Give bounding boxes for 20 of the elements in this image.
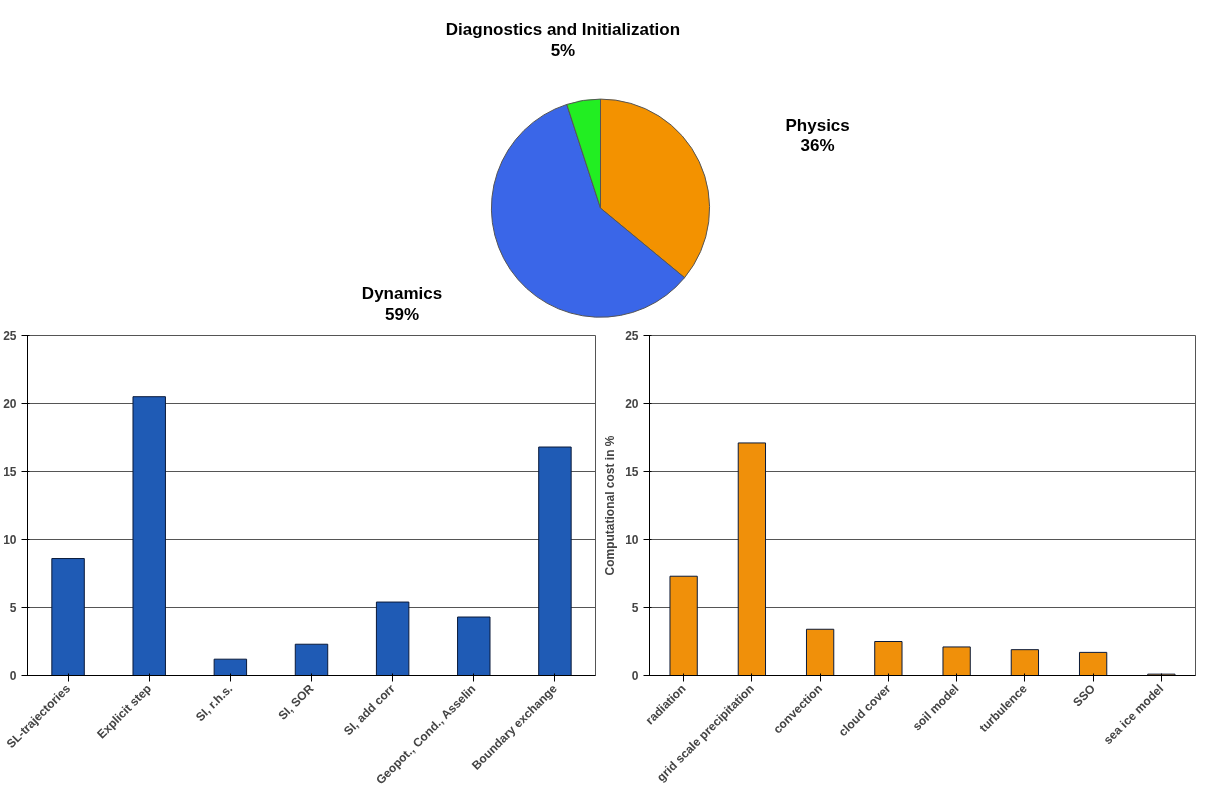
slice-label: Dynamics <box>361 284 443 304</box>
y-tick-label: 25 <box>625 329 639 343</box>
slice-label: Physics <box>785 115 850 135</box>
x-tick-label: SI, add corr <box>341 681 398 739</box>
y-tick-label: 15 <box>3 465 17 479</box>
y-tick-label: 15 <box>625 465 639 479</box>
y-tick-label: 25 <box>3 329 17 343</box>
y-axis-title: Computational cost in % <box>603 435 618 576</box>
y-tick-label: 20 <box>625 397 639 411</box>
y-tick-label: 5 <box>9 601 17 615</box>
y-tick-label: 0 <box>9 669 17 683</box>
data-label: 5% <box>550 40 576 60</box>
y-tick-label: 10 <box>3 533 17 547</box>
y-tick-label: 0 <box>631 669 639 683</box>
data-label: 36% <box>800 136 835 156</box>
y-tick-label: 20 <box>3 397 17 411</box>
y-tick-label: 5 <box>631 601 639 615</box>
y-tick-label: 10 <box>625 533 639 547</box>
slice-label: Diagnostics and Initialization <box>445 19 681 39</box>
data-label: 59% <box>385 305 420 325</box>
